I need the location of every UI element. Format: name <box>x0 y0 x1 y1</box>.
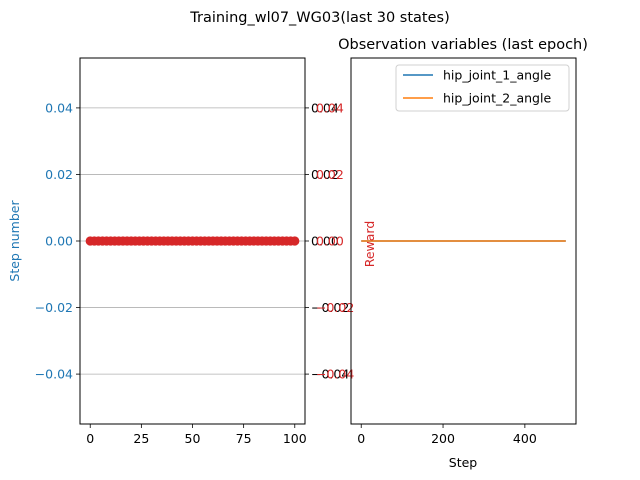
left-axes-ylabel: Step number <box>7 200 22 282</box>
scatter-point <box>290 236 300 246</box>
legend-label-hip-joint-2: hip_joint_2_angle <box>443 91 551 106</box>
right-ytick-label: 0.02 <box>311 167 339 182</box>
xtick-label: 200 <box>431 431 455 446</box>
xtick-label: 100 <box>283 431 307 446</box>
right-ytick-label: 0.00 <box>311 234 339 249</box>
ytick-label: −0.04 <box>35 367 73 382</box>
xtick-label: 400 <box>513 431 537 446</box>
legend-label-hip-joint-1: hip_joint_1_angle <box>443 68 551 83</box>
left-axes-yticks: −0.04 −0.02 0.00 0.02 0.04 <box>35 100 80 382</box>
left-axes-markers <box>85 236 300 246</box>
xtick-label: 25 <box>133 431 149 446</box>
xtick-label: 0 <box>86 431 94 446</box>
right-axes-title: Observation variables (last epoch) <box>338 37 588 53</box>
legend: hip_joint_1_angle hip_joint_2_angle <box>395 64 570 112</box>
xtick-label: 75 <box>236 431 252 446</box>
ytick-label: 0.04 <box>45 100 73 115</box>
right-ytick-label-red: −0.04 <box>316 367 354 382</box>
ytick-label: 0.00 <box>45 234 73 249</box>
right-ytick-label-red: −0.02 <box>316 300 354 315</box>
xtick-label: 50 <box>185 431 201 446</box>
left-axes-right-yticks: −0.04−0.04 −0.02−0.02 0.000.00 0.020.02 0.04… <box>305 100 354 382</box>
xtick-label: 0 <box>357 431 365 446</box>
legend-box <box>395 64 570 112</box>
right-axes: 0 200 400 Observation variables (last epoc… <box>338 37 588 470</box>
right-ytick-label: 0.04 <box>311 100 339 115</box>
ytick-label: 0.02 <box>45 167 73 182</box>
right-ytick-label-red: 0.04 <box>316 100 344 115</box>
right-ytick-label-red: 0.02 <box>316 167 344 182</box>
right-ytick-label-red: 0.00 <box>316 234 344 249</box>
right-ytick-label: −0.02 <box>311 300 349 315</box>
ytick-label: −0.02 <box>35 300 73 315</box>
right-axes-xlabel: Step <box>449 455 478 470</box>
right-ytick-label: −0.04 <box>311 367 349 382</box>
left-axes: 0 25 50 75 100 −0.04−0.020.000.020.04 −0.04−… <box>7 57 354 446</box>
left-axes-xticks: 0 25 50 75 100 <box>86 424 307 446</box>
right-axes-ylabel: Reward <box>362 221 377 268</box>
figure-title: Training_wl07_WG03(last 30 states) <box>189 10 450 26</box>
right-axes-xticks: 0 200 400 <box>357 424 537 446</box>
right-axes-frame <box>350 57 577 425</box>
